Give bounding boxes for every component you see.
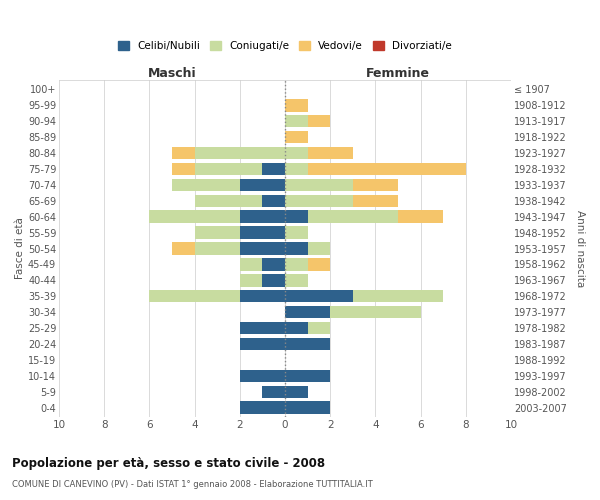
Legend: Celibi/Nubili, Coniugati/e, Vedovi/e, Divorziati/e: Celibi/Nubili, Coniugati/e, Vedovi/e, Di…	[118, 41, 452, 51]
Text: COMUNE DI CANEVINO (PV) - Dati ISTAT 1° gennaio 2008 - Elaborazione TUTTITALIA.I: COMUNE DI CANEVINO (PV) - Dati ISTAT 1° …	[12, 480, 373, 489]
Bar	[398, 210, 443, 223]
Bar	[285, 370, 330, 382]
Bar	[285, 99, 308, 112]
Bar	[285, 115, 308, 128]
Bar	[285, 147, 308, 160]
Bar	[240, 370, 285, 382]
Bar	[285, 210, 308, 223]
Bar	[194, 163, 262, 175]
Bar	[285, 194, 353, 207]
Bar	[240, 242, 285, 254]
Bar	[262, 194, 285, 207]
Bar	[285, 226, 308, 239]
Bar	[194, 147, 285, 160]
Bar	[285, 242, 308, 254]
Bar	[194, 226, 240, 239]
Text: Popolazione per età, sesso e stato civile - 2008: Popolazione per età, sesso e stato civil…	[12, 458, 325, 470]
Bar	[240, 210, 285, 223]
Bar	[285, 322, 308, 334]
Bar	[172, 147, 194, 160]
Bar	[194, 242, 240, 254]
Bar	[240, 290, 285, 302]
Bar	[240, 226, 285, 239]
Bar	[308, 147, 353, 160]
Bar	[240, 258, 262, 270]
Bar	[172, 178, 240, 191]
Bar	[285, 258, 308, 270]
Y-axis label: Anni di nascita: Anni di nascita	[575, 210, 585, 287]
Bar	[285, 274, 308, 286]
Bar	[285, 163, 308, 175]
Bar	[172, 163, 194, 175]
Bar	[308, 163, 466, 175]
Bar	[262, 274, 285, 286]
Bar	[149, 210, 240, 223]
Bar	[285, 131, 308, 143]
Bar	[353, 290, 443, 302]
Bar	[262, 258, 285, 270]
Bar	[308, 258, 330, 270]
Bar	[240, 338, 285, 350]
Bar	[330, 306, 421, 318]
Bar	[285, 338, 330, 350]
Bar	[308, 115, 330, 128]
Bar	[285, 386, 308, 398]
Bar	[353, 178, 398, 191]
Bar	[240, 178, 285, 191]
Bar	[308, 242, 330, 254]
Bar	[308, 322, 330, 334]
Text: Maschi: Maschi	[148, 67, 196, 80]
Bar	[308, 210, 398, 223]
Bar	[353, 194, 398, 207]
Y-axis label: Fasce di età: Fasce di età	[15, 218, 25, 280]
Text: Femmine: Femmine	[366, 67, 430, 80]
Bar	[285, 290, 353, 302]
Bar	[172, 242, 194, 254]
Bar	[285, 178, 353, 191]
Bar	[262, 386, 285, 398]
Bar	[285, 306, 330, 318]
Bar	[194, 194, 262, 207]
Bar	[240, 274, 262, 286]
Bar	[285, 402, 330, 414]
Bar	[149, 290, 240, 302]
Bar	[262, 163, 285, 175]
Bar	[240, 322, 285, 334]
Bar	[240, 402, 285, 414]
